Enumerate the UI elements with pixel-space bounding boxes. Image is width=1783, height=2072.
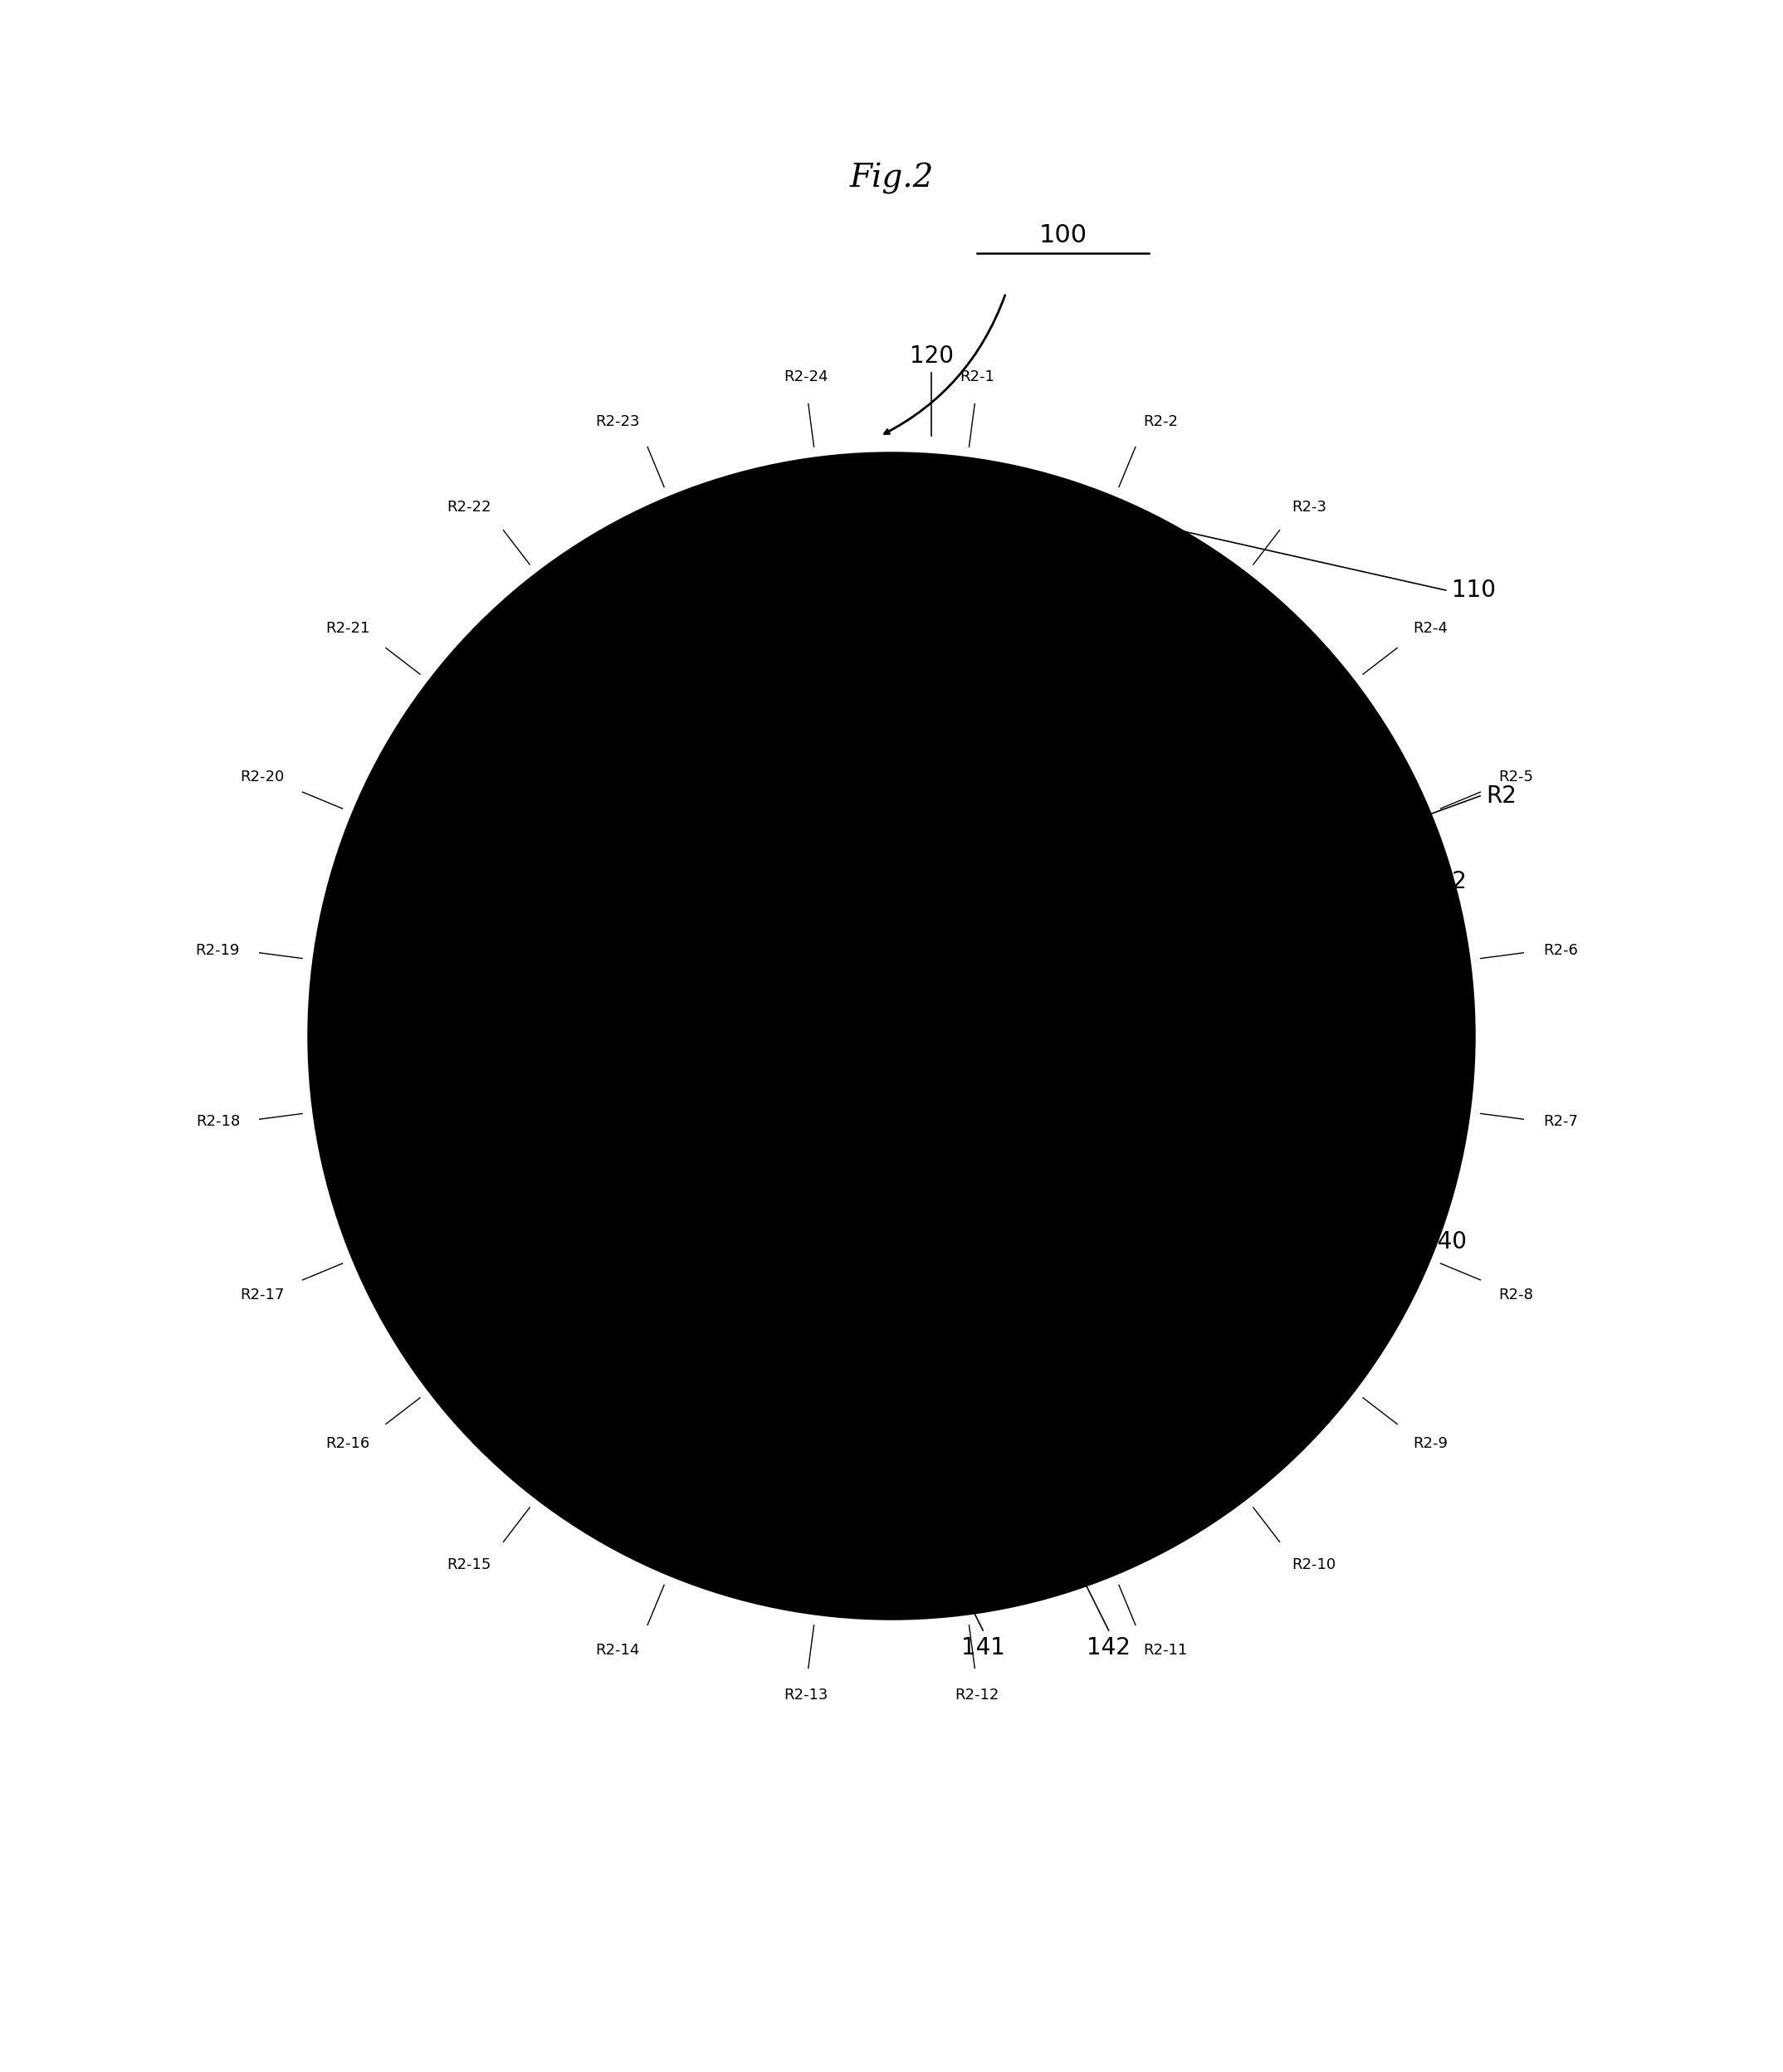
Text: 200: 200 <box>686 607 731 630</box>
Text: R2-22: R2-22 <box>448 499 492 514</box>
Circle shape <box>349 493 1434 1579</box>
Text: R1-10: R1-10 <box>642 1345 685 1359</box>
Text: R1-2: R1-2 <box>1098 713 1132 727</box>
Circle shape <box>549 694 1234 1378</box>
Text: R2-4: R2-4 <box>1412 622 1448 636</box>
Circle shape <box>371 516 1412 1556</box>
Text: R2-2: R2-2 <box>1143 414 1179 429</box>
Text: R1-15: R1-15 <box>640 713 685 727</box>
Text: R1-13: R1-13 <box>483 955 528 972</box>
Text: R2-16: R2-16 <box>326 1436 371 1450</box>
Text: R1-16: R1-16 <box>797 657 842 671</box>
Circle shape <box>514 659 1269 1413</box>
Text: R1-9: R1-9 <box>802 1401 836 1415</box>
Text: 141: 141 <box>961 1637 1006 1660</box>
Text: 120: 120 <box>909 344 954 367</box>
Circle shape <box>736 883 1047 1189</box>
Text: R1-3: R1-3 <box>1200 814 1236 829</box>
Text: R1-1: R1-1 <box>947 657 981 671</box>
Text: 152: 152 <box>1423 932 1467 955</box>
Text: R2-5: R2-5 <box>1500 769 1533 785</box>
Text: R2-23: R2-23 <box>596 414 640 429</box>
Text: R2-10: R2-10 <box>1291 1558 1335 1573</box>
Text: 142: 142 <box>1086 1637 1130 1660</box>
Text: R2-20: R2-20 <box>241 769 283 785</box>
Text: R1: R1 <box>1423 1150 1453 1173</box>
Text: R2: R2 <box>1485 785 1516 808</box>
Circle shape <box>765 910 1018 1162</box>
Text: R1-11: R1-11 <box>538 1243 583 1258</box>
Text: R2-1: R2-1 <box>959 369 995 385</box>
Text: R2-12: R2-12 <box>956 1687 1000 1703</box>
Text: R2-17: R2-17 <box>241 1287 283 1303</box>
Text: R2-18: R2-18 <box>196 1115 241 1129</box>
Text: 152: 152 <box>1423 870 1467 893</box>
Text: R1-14: R1-14 <box>538 814 583 829</box>
Text: 150: 150 <box>1423 1069 1467 1094</box>
Text: R2-13: R2-13 <box>783 1687 827 1703</box>
Text: R1-7: R1-7 <box>1098 1345 1132 1359</box>
Text: R1-6: R1-6 <box>1200 1243 1236 1258</box>
Text: R2-24: R2-24 <box>783 369 827 385</box>
Circle shape <box>531 675 1252 1397</box>
Text: R2-11: R2-11 <box>1143 1643 1187 1658</box>
Circle shape <box>572 717 1211 1355</box>
Text: 110: 110 <box>1451 578 1496 601</box>
Text: R2-15: R2-15 <box>448 1558 492 1573</box>
Circle shape <box>715 858 1068 1214</box>
Text: R1-5: R1-5 <box>1255 1100 1291 1117</box>
Text: R1-8: R1-8 <box>947 1401 981 1415</box>
Text: R1-4: R1-4 <box>1255 955 1291 972</box>
Text: 140: 140 <box>1423 1231 1467 1254</box>
Text: R1-12: R1-12 <box>483 1100 528 1117</box>
Text: 100: 100 <box>1039 224 1088 247</box>
Text: R2-8: R2-8 <box>1500 1287 1533 1303</box>
Text: Fig.2: Fig.2 <box>849 164 934 195</box>
Circle shape <box>308 454 1475 1618</box>
Text: R2-3: R2-3 <box>1291 499 1327 514</box>
Text: R2-21: R2-21 <box>326 622 371 636</box>
Text: 151: 151 <box>1423 968 1467 990</box>
Text: R2-6: R2-6 <box>1542 943 1578 957</box>
Text: R2-14: R2-14 <box>596 1643 640 1658</box>
Text: R2-7: R2-7 <box>1542 1115 1578 1129</box>
Text: R2-9: R2-9 <box>1412 1436 1448 1450</box>
Text: R2-19: R2-19 <box>196 943 241 957</box>
